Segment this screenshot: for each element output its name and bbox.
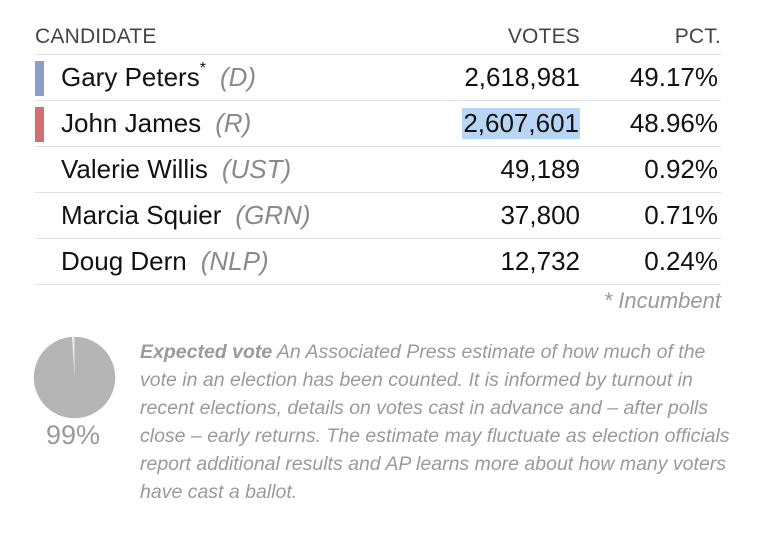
- table-row: Doug Dern (NLP) 12,732 0.24%: [35, 239, 721, 285]
- table-row: Valerie Willis (UST) 49,189 0.92%: [35, 147, 721, 193]
- party-label: (UST): [221, 154, 292, 184]
- table-row: Marcia Squier (GRN) 37,800 0.71%: [35, 193, 721, 239]
- candidate-name: Gary Peters* (D): [61, 60, 257, 93]
- candidate-name-text: Doug Dern: [61, 246, 187, 276]
- candidate-name-text: John James: [61, 108, 202, 138]
- candidate-name-text: Gary Peters: [61, 62, 200, 92]
- expected-vote-note: Expected vote An Associated Press estima…: [140, 338, 730, 506]
- votes-column-header: VOTES: [507, 25, 580, 48]
- party-color-bar: [35, 107, 44, 142]
- vote-percent: 0.71%: [644, 200, 718, 230]
- incumbent-marker: *: [199, 60, 206, 77]
- expected-vote-description: An Associated Press estimate of how much…: [140, 341, 730, 503]
- vote-percent: 49.17%: [629, 62, 718, 92]
- pie-counted-slice: [33, 336, 116, 419]
- vote-percent: 48.96%: [629, 108, 718, 138]
- table-header: CANDIDATE VOTES PCT.: [35, 21, 721, 55]
- vote-count: 2,618,981: [464, 62, 580, 92]
- results-table: CANDIDATE VOTES PCT. Gary Peters* (D) 2,6…: [35, 21, 721, 285]
- candidate-column-header: CANDIDATE: [35, 25, 157, 48]
- party-label: (D): [219, 62, 257, 92]
- table-row: Gary Peters* (D) 2,618,981 49.17%: [35, 55, 721, 101]
- vote-count: 49,189: [500, 154, 580, 184]
- pct-column-header: PCT.: [674, 25, 721, 48]
- candidate-name-text: Marcia Squier: [61, 200, 222, 230]
- vote-count[interactable]: 2,607,601: [462, 108, 580, 139]
- incumbent-footnote: * Incumbent: [603, 288, 721, 313]
- party-label: (R): [215, 108, 252, 138]
- candidate-name: Marcia Squier (GRN): [61, 200, 311, 231]
- candidate-name-text: Valerie Willis: [61, 154, 208, 184]
- party-label: (GRN): [235, 200, 311, 230]
- table-row: John James (R) 2,607,601 48.96%: [35, 101, 721, 147]
- candidate-name: Valerie Willis (UST): [61, 154, 291, 185]
- expected-vote-percent: 99%: [46, 420, 101, 450]
- expected-vote-term: Expected vote: [140, 341, 273, 363]
- expected-vote-pie: [33, 336, 116, 419]
- candidate-name: Doug Dern (NLP): [61, 246, 269, 277]
- vote-percent: 0.24%: [644, 246, 718, 276]
- party-label: (NLP): [200, 246, 269, 276]
- vote-count: 12,732: [500, 246, 580, 276]
- party-color-bar: [35, 61, 44, 96]
- vote-percent: 0.92%: [644, 154, 718, 184]
- vote-count: 37,800: [500, 200, 580, 230]
- candidate-name: John James (R): [61, 108, 251, 139]
